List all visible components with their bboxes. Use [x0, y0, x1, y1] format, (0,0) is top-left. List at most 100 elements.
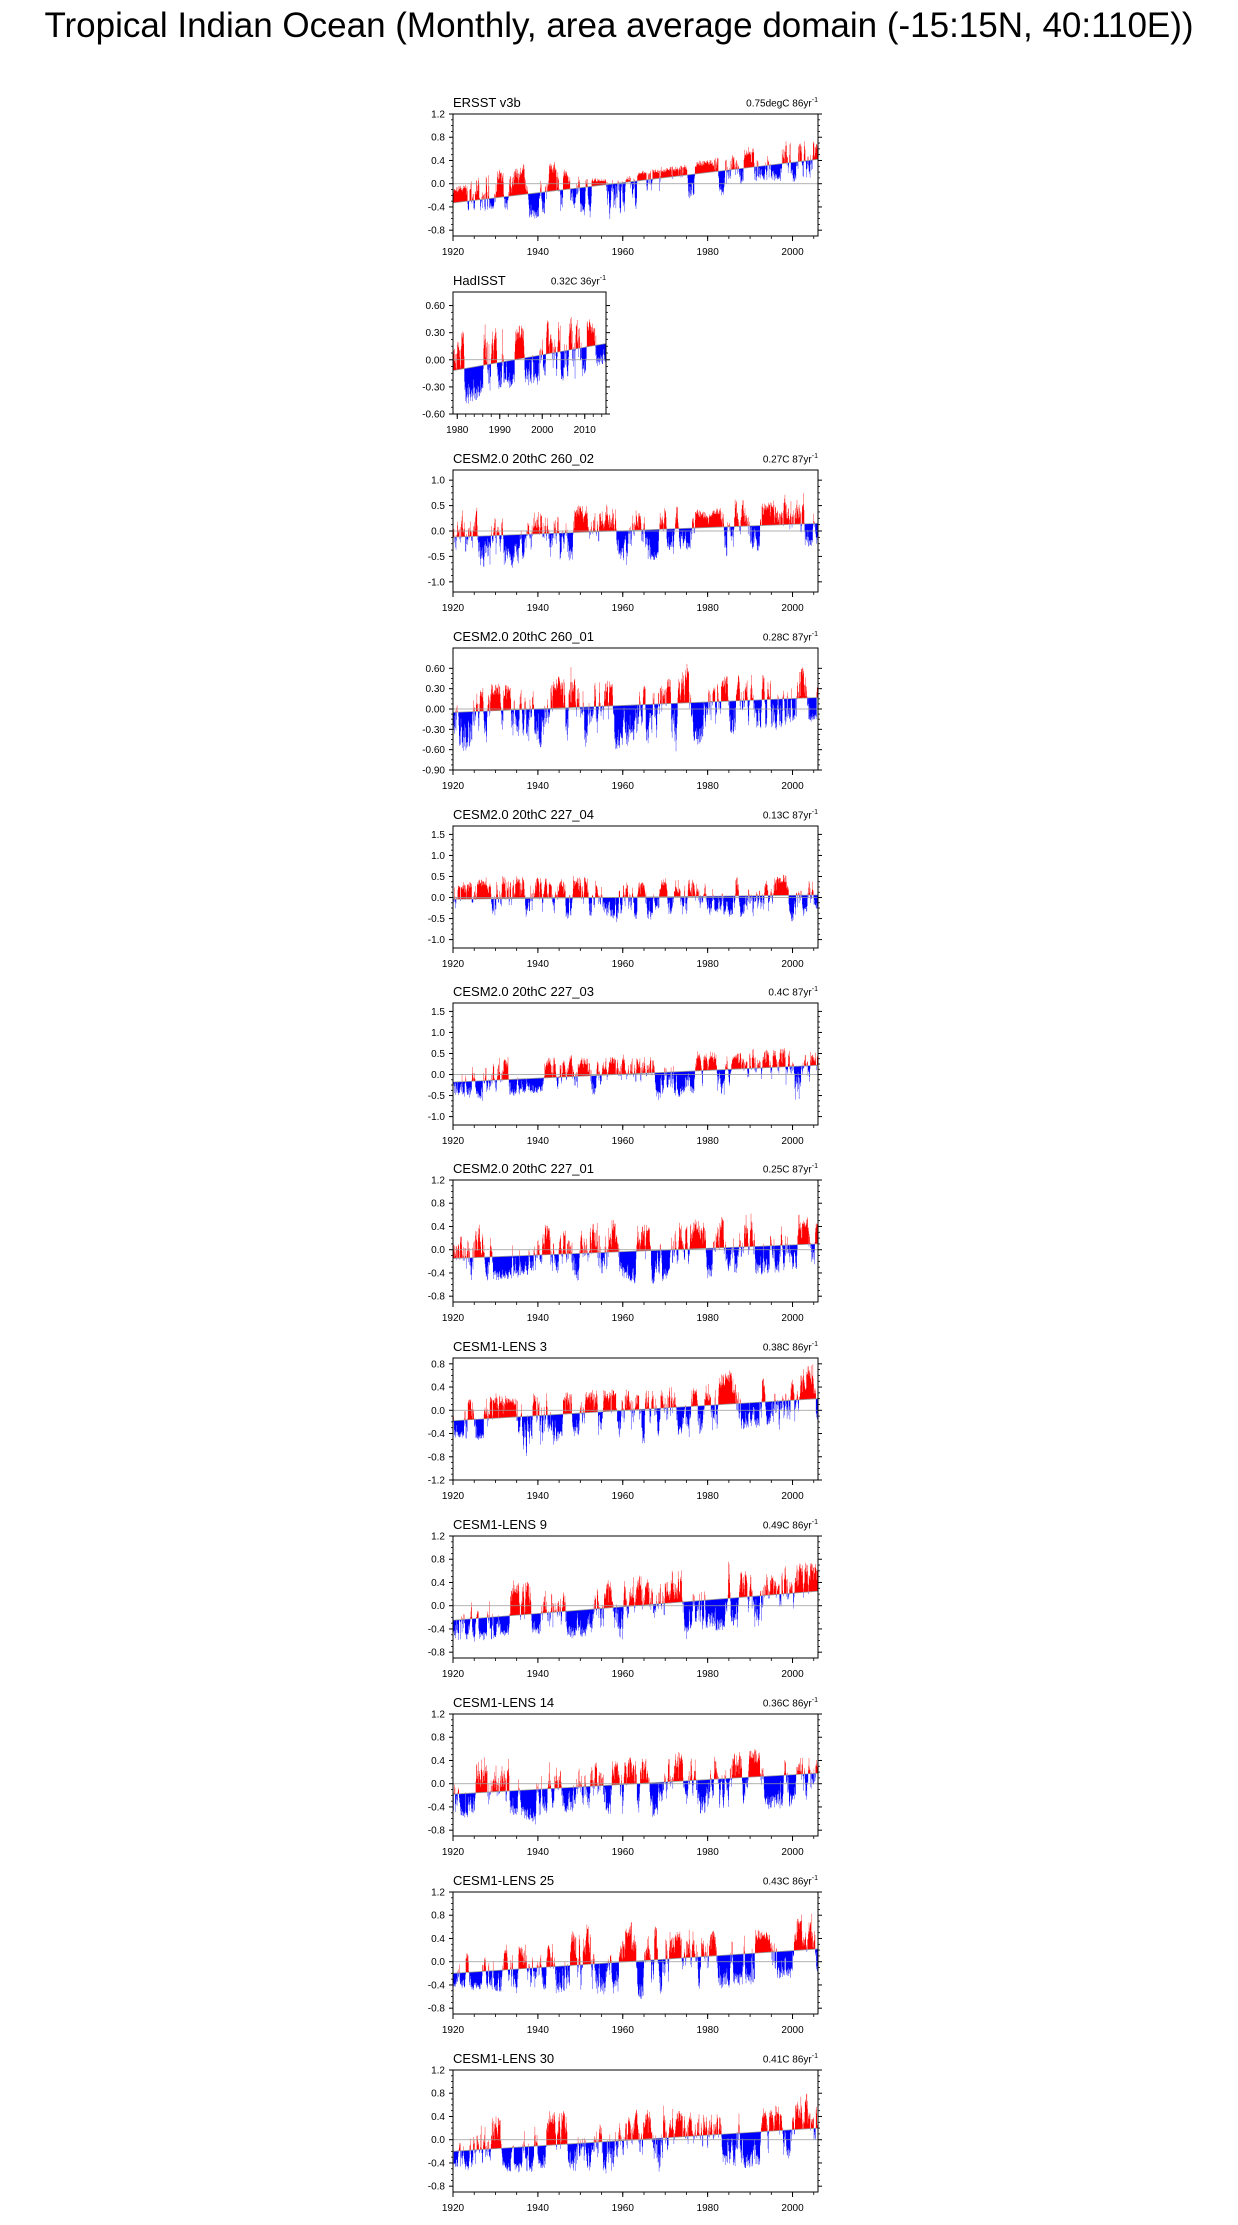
- x-tick-label: 1960: [612, 247, 635, 258]
- chart-panel: CESM2.0 20thC 260_02 0.27C 87yr-1 -1.0 -0.5…: [428, 451, 822, 614]
- trend-value: 0.4C 87yr: [768, 987, 812, 999]
- negative-anomaly-bars: [456, 1244, 815, 1284]
- trend-value: 0.27C 87yr: [762, 454, 812, 466]
- negative-bars: [453, 1591, 809, 1642]
- trend-label: 0.36C 86yr-1: [763, 1697, 818, 1709]
- positive-anomaly-bars: [457, 1913, 816, 1974]
- x-tick-label: 1980: [697, 781, 720, 792]
- positive-bars: [453, 2093, 818, 2152]
- trend-line: [452, 343, 607, 372]
- x-tick-label: 1920: [442, 1669, 465, 1680]
- y-tick-label: 1.0: [431, 851, 445, 862]
- plot-frame: [452, 1179, 819, 1303]
- y-tick-label: -0.8: [428, 226, 446, 237]
- negative-anomaly-bars: [453, 1065, 819, 1101]
- trend-value: 0.36C 86yr: [762, 1698, 812, 1710]
- y-tick-label: -0.60: [422, 745, 445, 756]
- y-tick-label: -1.0: [428, 1112, 446, 1123]
- y-tick-label: 0.0: [431, 1070, 445, 1081]
- x-tick-label: 1920: [442, 2025, 465, 2036]
- chart-svg: -1.0 -0.5 0.0 0.5 1.0 1.5 1920 1940 1960 1980 2000: [428, 825, 822, 970]
- x-tick-label: 1980: [697, 1491, 720, 1502]
- negative-anomaly-bars: [453, 1398, 818, 1456]
- trend-exponent: -1: [811, 1519, 818, 1526]
- x-tick-label: 1980: [697, 2203, 720, 2214]
- chart-title: CESM1-LENS 14: [453, 1695, 555, 1710]
- y-tick-label: 1.2: [431, 1710, 445, 1721]
- trend-exponent: -1: [811, 1163, 818, 1170]
- trend-line: [452, 1064, 819, 1083]
- y-tick-label: -0.60: [422, 410, 445, 421]
- trend-label: 0.41C 86yr-1: [763, 2053, 818, 2065]
- positive-bars: [457, 1048, 818, 1082]
- x-tick-label: 2000: [781, 1313, 804, 1324]
- chart-panel: ERSST v3b 0.75degC 86yr-1 -0.8 -0.4 0.0 0.4 0.…: [428, 95, 822, 258]
- trend-label: 0.38C 86yr-1: [763, 1341, 818, 1353]
- y-tick-label: -0.4: [428, 1624, 446, 1635]
- trend-label: 0.13C 87yr-1: [763, 809, 818, 821]
- chart-svg: -1.0 -0.5 0.0 0.5 1.0 1.5 1920 1940 1960 1980 2000: [428, 1002, 822, 1147]
- plot-frame: [452, 2069, 819, 2193]
- positive-bars: [455, 663, 819, 713]
- x-tick-label: 2000: [781, 781, 804, 792]
- y-tick-label: 0.0: [431, 2135, 445, 2146]
- x-tick-label: 1960: [612, 1313, 635, 1324]
- y-tick-label: 0.4: [431, 1383, 445, 1394]
- x-tick-label: 2000: [781, 959, 804, 970]
- trend-exponent: -1: [811, 986, 818, 993]
- plot-frame: [452, 113, 819, 237]
- x-tick-label: 2000: [781, 1669, 804, 1680]
- chart-title: CESM2.0 20thC 227_04: [453, 807, 594, 822]
- trend-value: 0.75degC 86yr: [746, 98, 812, 110]
- y-tick-label: 1.2: [431, 2066, 445, 2077]
- y-tick-label: -0.8: [428, 1648, 446, 1659]
- chart-panel: HadISST 0.32C 36yr-1 -0.60 -0.30 0.00 0.30 0.6…: [422, 273, 610, 436]
- x-tick-label: 1980: [697, 1136, 720, 1147]
- negative-anomaly-bars: [453, 1591, 809, 1642]
- y-tick-label: 0.0: [431, 1957, 445, 1968]
- x-tick-label: 2000: [781, 247, 804, 258]
- trend-label: 0.43C 86yr-1: [763, 1875, 818, 1887]
- x-tick-label: 1920: [442, 781, 465, 792]
- chart-svg: -0.8 -0.4 0.0 0.4 0.8 1.2 1920 1940 1960 1980 2000: [428, 1710, 822, 1858]
- y-tick-label: -0.30: [422, 382, 445, 393]
- y-tick-label: 1.2: [431, 1532, 445, 1543]
- y-tick-label: -0.5: [428, 552, 446, 563]
- y-tick-label: 0.8: [431, 1359, 445, 1370]
- x-tick-label: 1960: [612, 1491, 635, 1502]
- y-tick-label: 0.0: [431, 1406, 445, 1417]
- chart-panel: CESM1-LENS 9 0.49C 86yr-1 -0.8 -0.4 0.0 0.4 0.…: [428, 1517, 822, 1680]
- x-tick-label: 1980: [446, 425, 469, 436]
- y-tick-label: -0.4: [428, 202, 446, 213]
- chart-panel: CESM2.0 20thC 260_01 0.28C 87yr-1 -0.90 -0.…: [422, 629, 822, 792]
- x-tick-label: 1940: [527, 1847, 550, 1858]
- trend-label: 0.25C 87yr-1: [763, 1163, 818, 1175]
- y-tick-label: 0.5: [431, 501, 445, 512]
- x-tick-label: 1940: [527, 247, 550, 258]
- chart-panel: CESM1-LENS 3 0.38C 86yr-1 -1.2 -0.8 -0.4 0.0 0…: [428, 1339, 822, 1502]
- trend-exponent: -1: [811, 453, 818, 460]
- positive-bars: [454, 874, 814, 900]
- trend-exponent: -1: [599, 275, 606, 282]
- y-tick-label: -0.4: [428, 1980, 446, 1991]
- trend-exponent: -1: [811, 1697, 818, 1704]
- chart-svg: -1.0 -0.5 0.0 0.5 1.0 1920 1940 1960 1980 2000: [428, 469, 822, 614]
- x-tick-label: 1940: [527, 1669, 550, 1680]
- chart-svg: -0.60 -0.30 0.00 0.30 0.60 1980 1990 2000 2010: [422, 291, 610, 436]
- x-tick-label: 2010: [574, 425, 597, 436]
- positive-bars: [453, 1748, 819, 1795]
- chart-title: CESM1-LENS 3: [453, 1339, 547, 1354]
- trend-value: 0.38C 86yr: [762, 1342, 812, 1354]
- x-tick-label: 1940: [527, 603, 550, 614]
- x-tick-label: 1960: [612, 959, 635, 970]
- y-tick-label: 0.4: [431, 1934, 445, 1945]
- chart-title: CESM2.0 20thC 260_02: [453, 451, 594, 466]
- trend-line: [452, 1243, 819, 1259]
- y-tick-label: 0.4: [431, 156, 445, 167]
- chart-panel: CESM1-LENS 25 0.43C 86yr-1 -0.8 -0.4 0.0 0.4 0…: [428, 1873, 822, 2036]
- negative-bars: [453, 1398, 818, 1456]
- positive-anomaly-bars: [453, 1364, 819, 1421]
- trend-label: 0.4C 87yr-1: [768, 986, 818, 998]
- trend-exponent: -1: [811, 809, 818, 816]
